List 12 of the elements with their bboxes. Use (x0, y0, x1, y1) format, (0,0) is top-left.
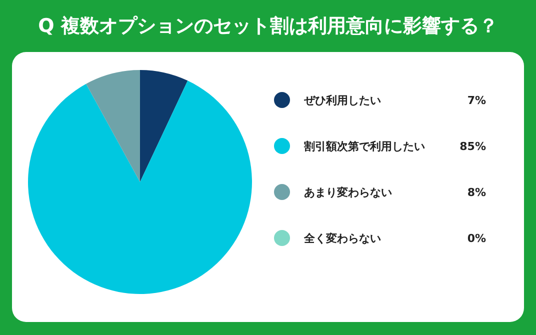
data-label: 7% (467, 94, 486, 107)
data-label: 85% (460, 140, 486, 153)
pie-slice (140, 70, 188, 182)
data-label: 8% (467, 186, 486, 199)
legend-label: ぜひ利用したい (303, 94, 381, 107)
chart-title: Q 複数オプションのセット割は利用意向に影響する？ (38, 15, 498, 37)
pie-slice (86, 70, 140, 182)
legend-label: あまり変わらない (304, 186, 392, 199)
legend-label: 全く変わらない (303, 232, 381, 245)
text: 0% (467, 232, 486, 245)
pie-slice (28, 80, 252, 294)
legend-label: 割引額次第で利用したい (303, 140, 425, 153)
